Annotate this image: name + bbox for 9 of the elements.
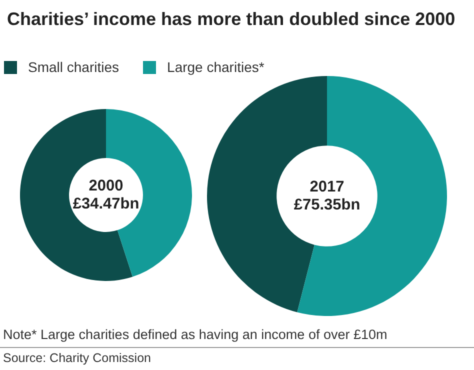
text: £75.35bn (294, 196, 360, 214)
text: Note* Large charities defined as having an income of over £10m (3, 327, 388, 342)
chart-title: Charities’ income has more than doubled since 2000 (7, 9, 456, 30)
text: £34.47bn (72, 195, 140, 212)
slice-label: 2017 (310, 178, 344, 196)
source-note: Source: Charity Comission (3, 351, 151, 365)
legend-label: Small charities (28, 59, 120, 75)
slice-label: 2000 (88, 177, 124, 194)
legend-label: Large charities* (167, 59, 264, 75)
